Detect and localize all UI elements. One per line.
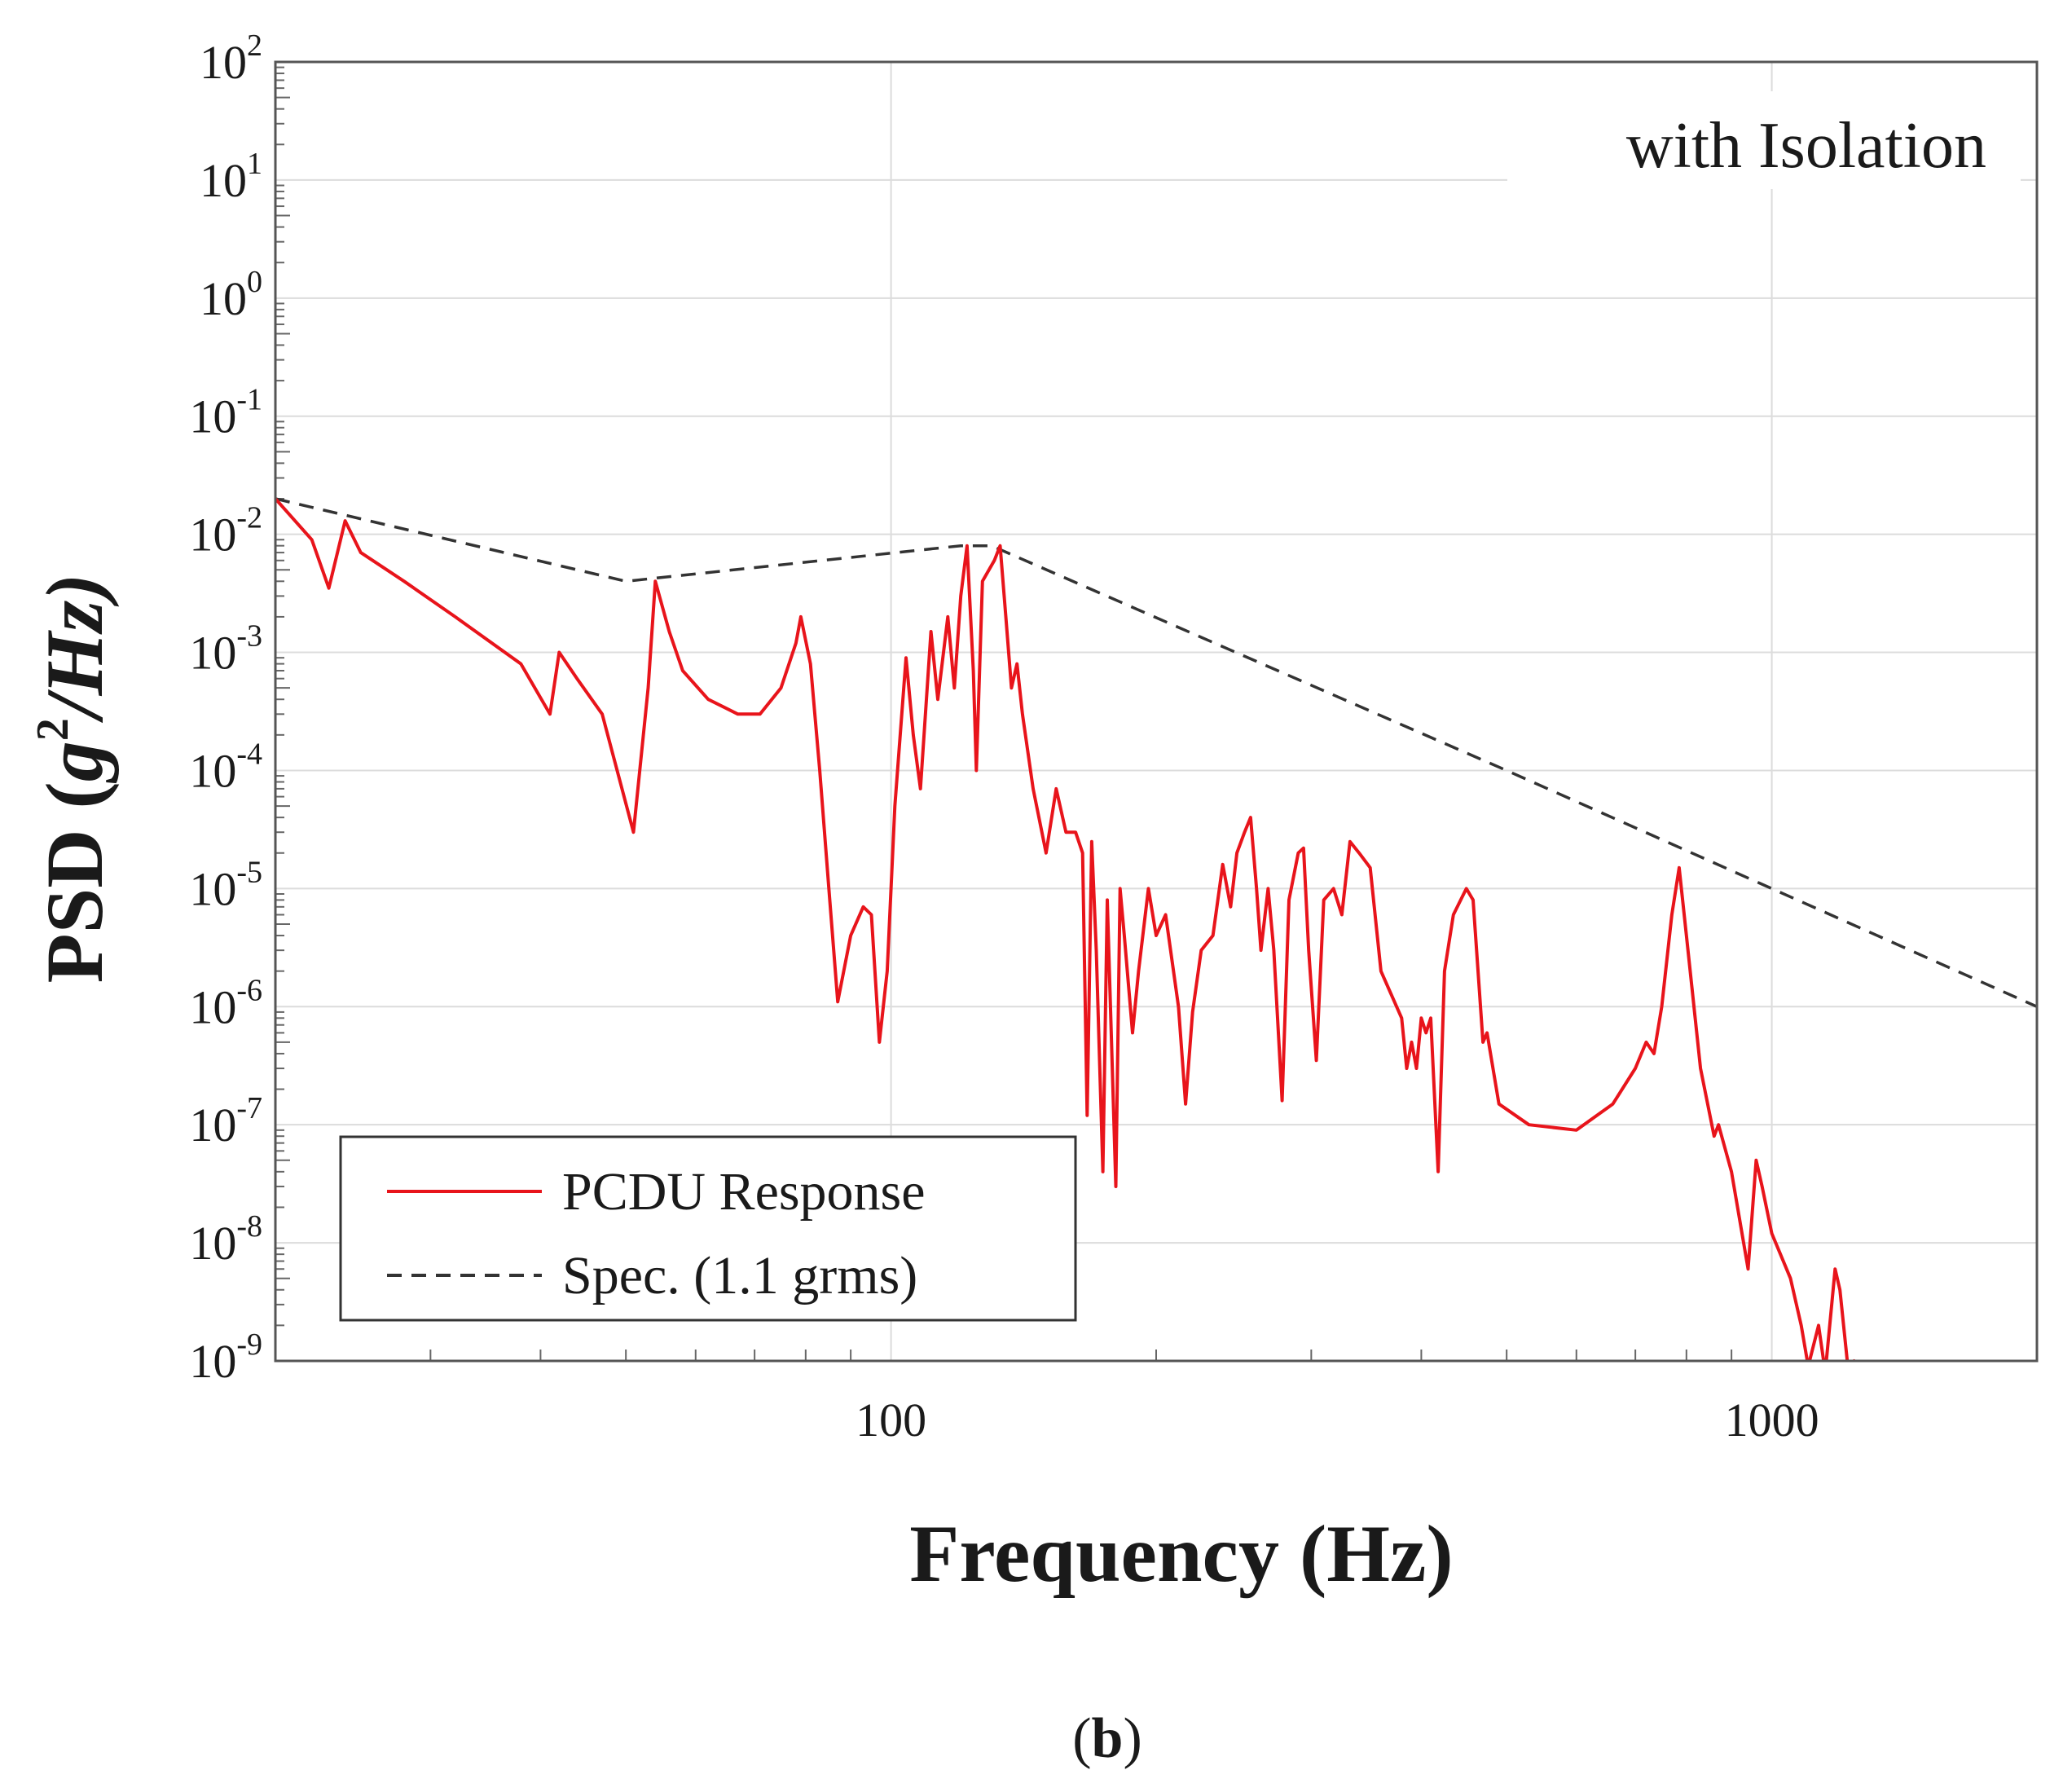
- y-tick-label-10: 10-8: [189, 1209, 262, 1270]
- y-tick-label-0: 102: [200, 29, 262, 89]
- y-tick-exponent: -2: [236, 501, 262, 535]
- y-tick-label-1: 101: [200, 147, 262, 207]
- y-tick-base: 10: [189, 862, 236, 915]
- series-layer: [275, 497, 2037, 1361]
- y-axis-title-suffix: /Hz): [29, 573, 120, 724]
- y-tick-exponent: 0: [247, 265, 262, 299]
- legend-label-pcdu-response: PCDU Response: [562, 1162, 926, 1222]
- y-tick-base: 10: [189, 744, 236, 797]
- y-axis-title-prefix: PSD (: [29, 782, 120, 983]
- x-tick-labels: 100 1000: [856, 1394, 1819, 1446]
- y-tick-label-5: 10-3: [189, 619, 262, 680]
- x-tick-label-0: 100: [856, 1394, 926, 1446]
- y-tick-base: 10: [189, 627, 236, 680]
- y-axis-title-sup: 2: [28, 718, 78, 741]
- panel-label-close: ): [1123, 1707, 1141, 1770]
- y-tick-exponent: -4: [236, 737, 262, 771]
- y-axis-title-base: g: [29, 741, 120, 783]
- annotation-with-isolation: with Isolation: [1626, 110, 1986, 182]
- y-tick-exponent: -3: [236, 619, 262, 654]
- y-tick-exponent: 1: [247, 147, 262, 181]
- y-tick-exponent: -7: [236, 1091, 262, 1125]
- annotation-background: [1507, 91, 2021, 189]
- y-tick-label-2: 100: [200, 265, 262, 325]
- y-axis-title: PSD (g2/Hz): [28, 573, 120, 983]
- y-tick-exponent: -5: [236, 855, 262, 889]
- legend-box: [339, 1135, 1077, 1322]
- y-tick-base: 10: [189, 509, 236, 561]
- panel-label-open: (: [1072, 1707, 1091, 1770]
- y-tick-base: 10: [200, 154, 247, 207]
- y-tick-base: 10: [189, 980, 236, 1033]
- y-tick-label-11: 10-9: [189, 1327, 262, 1388]
- legend-label-spec: Spec. (1.1 grms): [562, 1246, 917, 1305]
- y-tick-exponent: -8: [236, 1209, 262, 1244]
- y-tick-exponent: -1: [236, 383, 262, 417]
- y-tick-base: 10: [189, 1217, 236, 1270]
- y-tick-exponent: 2: [247, 29, 262, 63]
- y-tick-label-6: 10-4: [189, 737, 262, 797]
- y-tick-label-3: 10-1: [189, 383, 262, 443]
- y-tick-base: 10: [189, 390, 236, 443]
- y-tick-label-8: 10-6: [189, 973, 262, 1033]
- y-tick-exponent: -9: [236, 1327, 262, 1362]
- y-tick-labels: 10210110010-110-210-310-410-510-610-710-…: [189, 29, 262, 1388]
- y-tick-base: 10: [200, 36, 247, 89]
- y-tick-exponent: -6: [236, 973, 262, 1007]
- x-axis-title: Frequency (Hz): [909, 1508, 1453, 1599]
- y-tick-label-7: 10-5: [189, 855, 262, 915]
- y-tick-label-4: 10-2: [189, 501, 262, 561]
- plot-frame: [274, 60, 2039, 1363]
- x-tick-label-1: 1000: [1725, 1394, 1819, 1446]
- y-tick-base: 10: [189, 1335, 236, 1388]
- y-tick-label-9: 10-7: [189, 1091, 262, 1151]
- y-tick-base: 10: [189, 1099, 236, 1151]
- panel-label-letter: b: [1092, 1707, 1124, 1770]
- y-tick-base: 10: [200, 272, 247, 325]
- panel-label: (b): [1072, 1707, 1142, 1770]
- legend: PCDU Response Spec. (1.1 grms): [339, 1135, 1077, 1322]
- minor-ticks: [275, 66, 1733, 1361]
- series-spec: [275, 497, 2037, 1008]
- series-pcdu-response: [275, 497, 1870, 1361]
